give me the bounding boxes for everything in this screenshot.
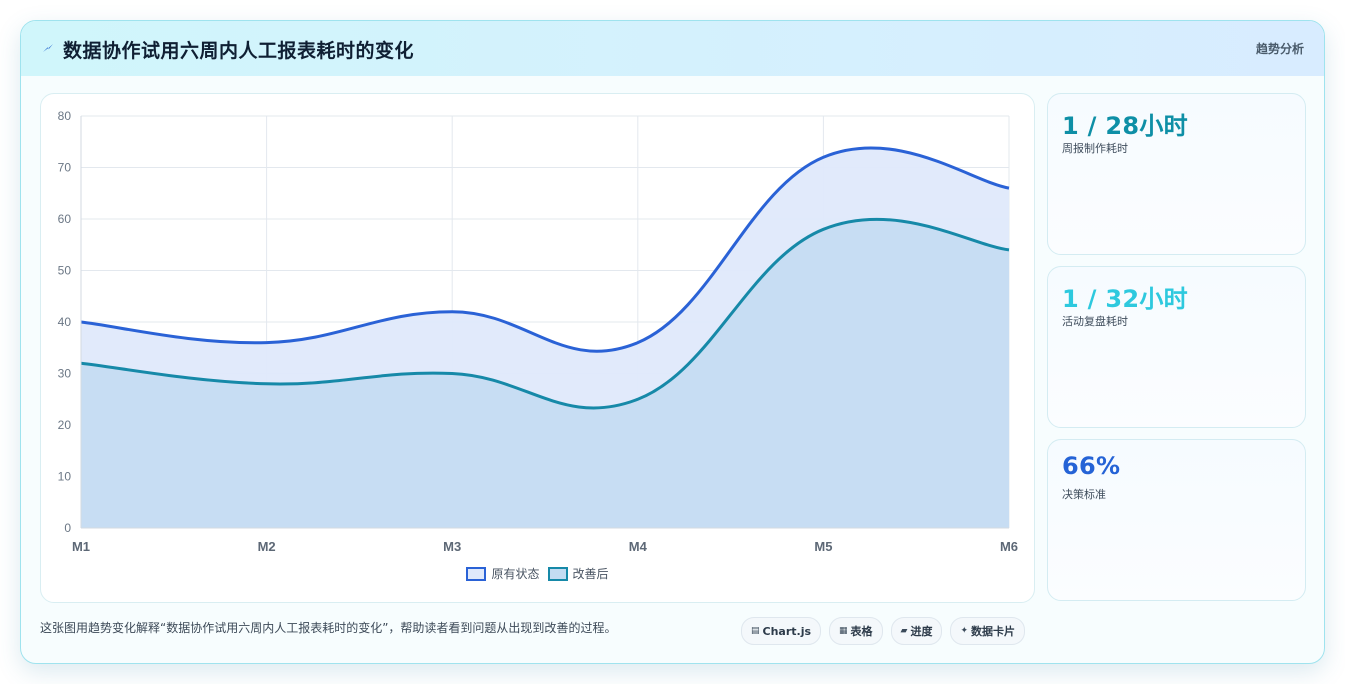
x-tick-label: M6 [1000,539,1018,554]
y-tick-label: 40 [58,315,72,329]
chip-label: 进度 [910,625,933,638]
y-tick-label: 10 [58,470,72,484]
x-tick-label: M5 [814,539,832,554]
chart-description: 这张图用趋势变化解释“数据协作试用六周内人工报表耗时的变化”，帮助读者看到问题从… [40,621,617,635]
y-tick-label: 0 [64,521,71,535]
series-area [81,219,1009,528]
line-area-chart: 0 10 20 30 40 50 60 70 80 M1 M2 M3 M4 M5 M6 [58,109,1018,554]
stat-label: 决策标准 [1062,488,1106,501]
series-line [80,217,1010,410]
stat-card-weekly-report: 1 / 28小时 周报制作耗时 [1047,93,1306,255]
chip-progress[interactable]: ▰ 进度 [890,617,943,645]
chip-table[interactable]: ▦ 表格 [829,617,883,645]
chip-label: Chart.js [762,624,812,638]
stat-value: 1 / 32小时 [1062,285,1188,313]
chart-legend: 原有状态 改善后 [41,565,1034,582]
chip-data-card[interactable]: ✦ 数据卡片 [950,617,1026,645]
y-tick-label: 50 [58,264,72,278]
lightning-icon [43,44,53,52]
series-line [80,146,1010,353]
chip-label: 数据卡片 [971,625,1016,638]
sparkle-icon: ✦ [960,626,969,636]
x-tick-label: M3 [443,539,461,554]
chip-label: 表格 [850,625,873,638]
page-title: 数据协作试用六周内人工报表耗时的变化 [63,40,415,62]
x-tick-label: M4 [629,539,648,554]
x-tick-label: M2 [258,539,276,554]
stat-label: 周报制作耗时 [1062,142,1128,155]
y-tick-label: 60 [58,212,72,226]
chip-chartjs[interactable]: ▤ Chart.js [741,617,822,645]
stat-card-decision-standard: 66% 决策标准 [1047,439,1306,601]
y-tick-label: 20 [58,418,72,432]
y-tick-label: 80 [58,109,72,123]
stat-value: 66% [1062,452,1121,480]
legend-swatch [547,566,568,581]
stat-value: 1 / 28小时 [1062,112,1188,140]
y-tick-label: 70 [58,161,72,175]
y-tick-label: 30 [58,367,72,381]
x-tick-label: M1 [72,539,90,554]
legend-label: 改善后 [572,567,609,581]
chart-card: 数据协作试用六周内人工报表耗时的变化 趋势分析 0 10 20 30 40 50 60 70 8… [20,20,1325,664]
tech-chips: ▤ Chart.js ▦ 表格 ▰ 进度 ✦ 数据卡片 [741,617,1026,645]
stat-card-campaign-review: 1 / 32小时 活动复盘耗时 [1047,266,1306,428]
chart-panel: 0 10 20 30 40 50 60 70 80 M1 M2 M3 M4 M5 M6 原有状态 改善后 [40,93,1035,603]
legend-label: 原有状态 [491,567,540,581]
analysis-tag: 趋势分析 [1255,42,1304,56]
chart-icon: ▤ [751,626,760,636]
table-icon: ▦ [839,626,848,636]
legend-item[interactable]: 原有状态 [466,565,540,582]
card-header: 数据协作试用六周内人工报表耗时的变化 趋势分析 [21,21,1324,76]
stat-label: 活动复盘耗时 [1062,315,1128,328]
progress-icon: ▰ [900,626,908,636]
legend-swatch [466,566,487,581]
legend-item[interactable]: 改善后 [547,565,609,582]
